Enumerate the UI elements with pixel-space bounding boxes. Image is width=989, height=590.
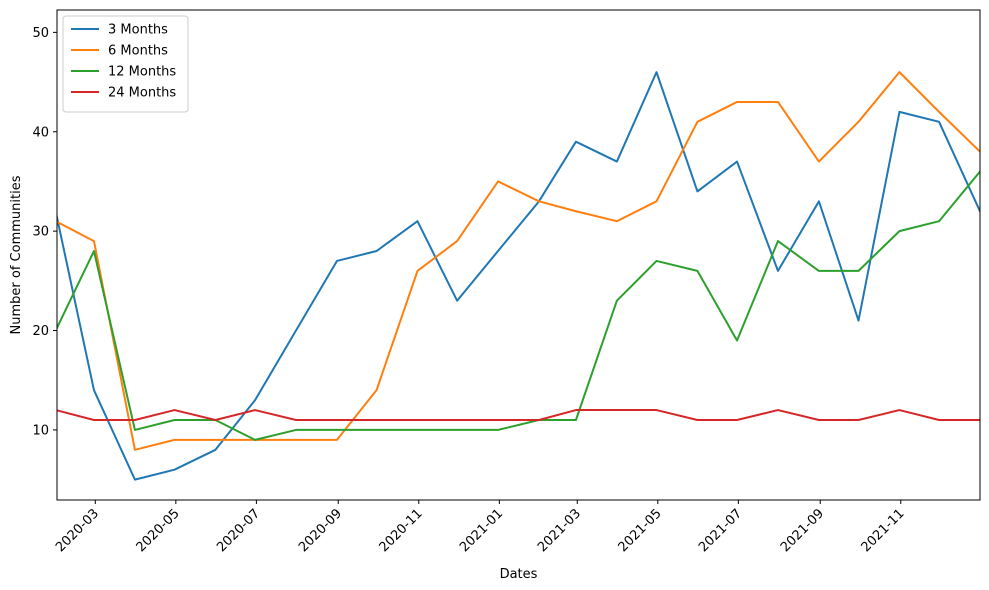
y-axis: 10 20 30 40 50	[32, 26, 57, 438]
legend-label: 12 Months	[108, 65, 176, 80]
legend-label: 3 Months	[108, 23, 168, 38]
legend-label: 6 Months	[108, 44, 168, 59]
y-tick-label: 30	[32, 225, 49, 240]
series-line-3	[57, 170, 980, 441]
y-axis-label: Number of Communities	[9, 175, 24, 334]
y-tick-label: 40	[32, 125, 49, 140]
y-tick-label: 50	[32, 26, 49, 41]
series-line-1	[57, 71, 980, 481]
legend-label: 24 Months	[108, 86, 176, 101]
y-tick-label: 20	[32, 324, 49, 339]
plot-frame	[56, 9, 981, 501]
y-tick-label: 10	[32, 423, 49, 438]
legend-box	[62, 15, 189, 113]
legend: 3 Months 6 Months 12 Months 24 Months	[62, 15, 189, 113]
x-axis-label: Dates	[500, 567, 538, 582]
series-line-2	[57, 71, 980, 451]
series-line-4	[57, 409, 980, 421]
